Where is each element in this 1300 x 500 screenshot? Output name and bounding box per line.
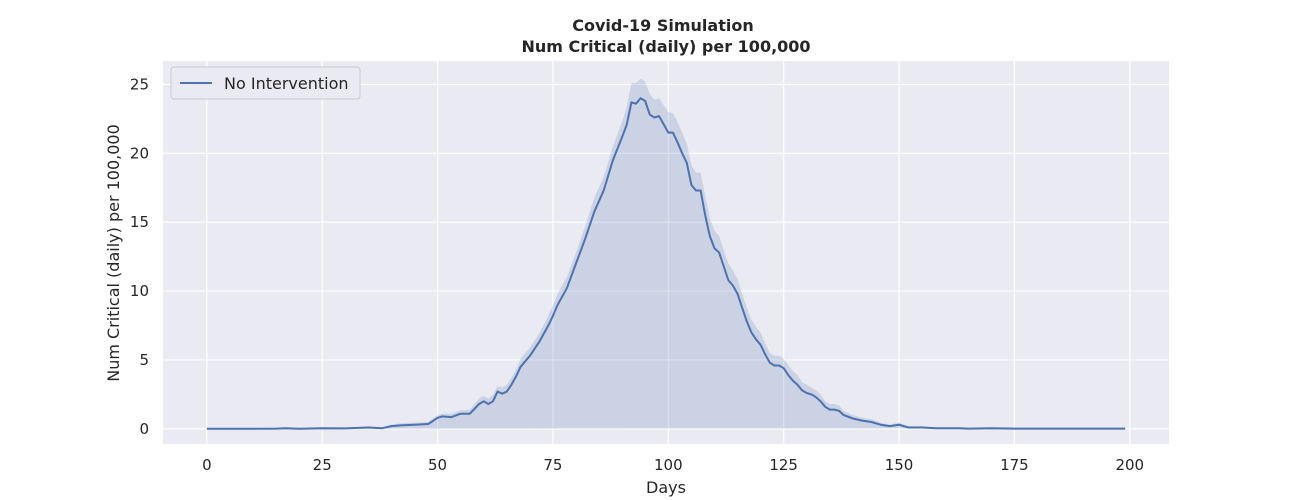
y-tick-labels: 0 5 10 15 20 25 xyxy=(130,75,149,437)
legend: No Intervention xyxy=(170,66,361,100)
x-tick-label: 175 xyxy=(1000,456,1029,474)
plot-area xyxy=(163,61,1169,444)
x-tick-label: 125 xyxy=(769,456,798,474)
y-tick-label: 5 xyxy=(139,351,149,369)
y-tick-label: 10 xyxy=(130,282,149,300)
x-tick-label: 150 xyxy=(885,456,914,474)
x-tick-label: 75 xyxy=(543,456,562,474)
x-tick-label: 100 xyxy=(654,456,683,474)
x-tick-label: 200 xyxy=(1115,456,1144,474)
x-tick-label: 50 xyxy=(428,456,447,474)
y-tick-label: 20 xyxy=(130,144,149,162)
legend-frame xyxy=(170,66,361,100)
y-tick-label: 0 xyxy=(139,420,149,438)
confidence-band-layer xyxy=(206,78,1107,429)
x-tick-label: 25 xyxy=(313,456,332,474)
y-tick-label: 15 xyxy=(130,213,149,231)
series-line-layer xyxy=(206,97,1126,430)
x-tick-labels: 0 25 50 75 100 125 150 175 200 xyxy=(202,456,1144,474)
chart-title: Covid-19 Simulation xyxy=(572,16,753,35)
chart-subtitle: Num Critical (daily) per 100,000 xyxy=(521,37,810,56)
series-line-no-intervention xyxy=(206,97,1126,430)
x-axis-label: Days xyxy=(646,478,686,497)
x-tick-label: 0 xyxy=(202,456,212,474)
legend-label: No Intervention xyxy=(224,74,349,93)
series-confidence-band xyxy=(206,78,1107,429)
y-tick-label: 25 xyxy=(130,75,149,93)
y-axis-label: Num Critical (daily) per 100,000 xyxy=(104,124,123,382)
